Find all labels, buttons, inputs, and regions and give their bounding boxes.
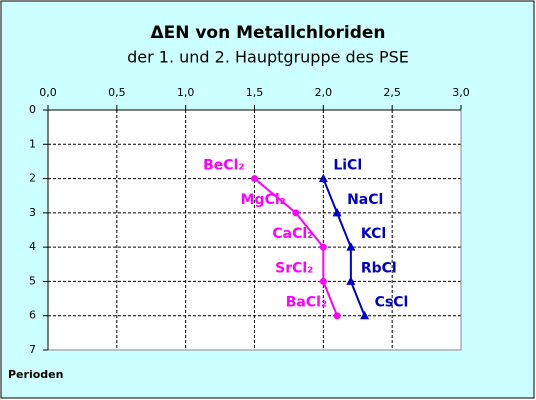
chart-subtitle: der 1. und 2. Hauptgruppe des PSE	[127, 48, 409, 67]
point-label: BaCl₂	[286, 295, 327, 311]
x-tick-label: 1,0	[177, 86, 195, 99]
point-label: MgCl₂	[241, 192, 286, 208]
point-marker	[333, 312, 341, 320]
point-label: KCl	[361, 226, 386, 242]
y-tick-label: 2	[29, 172, 36, 185]
point-label: NaCl	[347, 192, 383, 208]
y-axis-label: Perioden	[8, 368, 63, 381]
point-label: CsCl	[375, 295, 409, 311]
y-tick-label: 6	[29, 309, 36, 322]
point-marker	[292, 209, 300, 217]
chart-title: ΔEN von Metallchloriden	[150, 23, 385, 43]
point-marker	[318, 173, 328, 183]
point-marker	[251, 175, 258, 183]
point-label: RbCl	[361, 260, 397, 276]
point-marker	[319, 243, 327, 251]
y-tick-label: 1	[29, 137, 36, 150]
y-tick-label: 3	[29, 206, 36, 219]
point-label: LiCl	[333, 158, 362, 174]
point-label: CaCl₂	[272, 226, 313, 242]
x-tick-label: 0,0	[39, 86, 57, 99]
x-tick-label: 2,0	[315, 86, 333, 99]
x-tick-label: 2,5	[383, 86, 401, 99]
point-marker	[332, 207, 342, 217]
x-tick-label: 3,0	[452, 86, 470, 99]
x-tick-label: 0,5	[108, 86, 126, 99]
point-label: BeCl₂	[203, 158, 244, 174]
point-marker	[360, 310, 370, 320]
y-tick-label: 0	[29, 103, 36, 116]
point-marker	[319, 277, 327, 285]
x-tick-label: 1,5	[246, 86, 264, 99]
y-tick-label: 5	[29, 274, 36, 287]
point-marker	[346, 242, 356, 251]
y-tick-label: 7	[29, 343, 36, 356]
point-marker	[346, 276, 356, 285]
y-tick-label: 4	[29, 240, 36, 253]
point-label: SrCl₂	[275, 260, 313, 276]
